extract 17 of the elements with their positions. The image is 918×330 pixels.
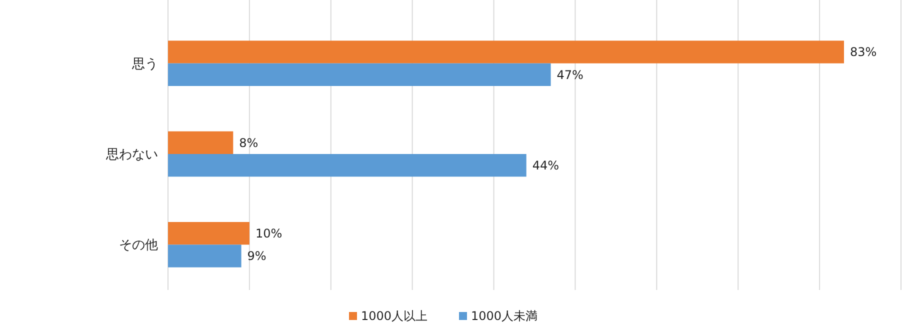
y-tick-label: 思う xyxy=(131,56,158,72)
y-tick-label: その他 xyxy=(119,238,158,254)
legend-label: 1000人未満 xyxy=(471,309,538,324)
bar xyxy=(168,131,234,154)
data-label: 83% xyxy=(850,45,877,60)
data-label: 8% xyxy=(239,136,258,150)
data-label: 47% xyxy=(556,68,584,82)
bar xyxy=(168,63,551,86)
data-label: 44% xyxy=(532,158,560,173)
data-label: 9% xyxy=(247,249,266,264)
data-label: 10% xyxy=(255,226,282,241)
bar xyxy=(168,244,242,268)
bar xyxy=(168,40,844,64)
bar xyxy=(168,222,250,245)
y-tick-label: 思わない xyxy=(105,148,158,163)
legend-label: 1000人以上 xyxy=(361,309,428,324)
bar xyxy=(168,154,526,177)
